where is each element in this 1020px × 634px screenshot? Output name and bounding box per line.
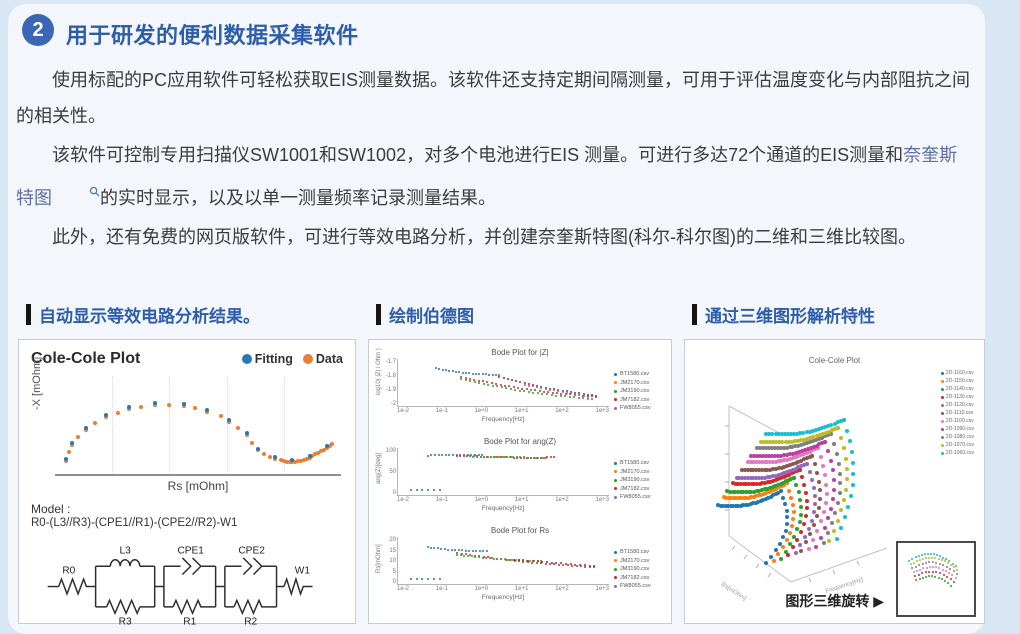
chart-legend: BT1580.csv JM2170.csv JM3190.csv JM7182.csv… — [609, 448, 665, 512]
chart-plot-area: -1.7 -1.8 -1.9 -2 — [386, 359, 609, 407]
bode-chart-ang: Bode Plot for ang(Z) ang(Z)[deg] 100 50 0 … — [375, 437, 665, 526]
section-header-3-label: 通过三维图形解析特性 — [705, 307, 875, 326]
rotated-view-inset[interactable] — [896, 541, 976, 617]
cole-legend: Fitting Data — [241, 352, 343, 366]
model-label: Model : — [31, 502, 71, 516]
chart-legend: BT1580.csv JM2170.csv JM3190.csv JM7182.csv… — [609, 537, 665, 601]
gridline — [112, 376, 114, 474]
cole-cole-card: Cole-Cole Plot Fitting Data -X [mOhm] Rs … — [18, 339, 356, 627]
section-number-badge: 2 — [22, 14, 54, 46]
y-axis-ticks: 100 50 0 — [385, 448, 396, 496]
bode-card: Bode Plot for |Z| log10( |Z| / Ohm ) -1.… — [368, 339, 672, 624]
3d-axes — [725, 405, 888, 583]
content-panel: 2 用于研发的便利数据采集软件 使用标配的PC应用软件可轻松获取EIS测量数据。… — [8, 4, 985, 634]
nyquist-glossary-link[interactable]: 奈奎斯特图 — [16, 145, 958, 208]
header-bar — [376, 304, 381, 325]
rotate-3d-caption: 图形三维旋转 ▶ — [785, 593, 884, 609]
chart-title: Bode Plot for |Z| — [491, 348, 549, 357]
body-text: 使用标配的PC应用软件可轻松获取EIS测量数据。该软件还支持定期间隔测量，可用于… — [16, 62, 974, 258]
paragraph-2-pre: 该软件可控制专用扫描仪SW1001和SW1002，对多个电池进行EIS 测量。可… — [52, 145, 904, 165]
label-w1: W1 — [295, 566, 311, 577]
header-bar — [692, 304, 697, 325]
paragraph-3: 此外，还有免费的网页版软件，可进行等效电路分析，并创建奈奎斯特图(科尔-科尔图)… — [52, 227, 916, 247]
section-header-2-label: 绘制伯德图 — [389, 307, 474, 326]
chart-title: Bode Plot for Rs — [490, 526, 550, 535]
paragraph-1: 使用标配的PC应用软件可轻松获取EIS测量数据。该软件还支持定期间隔测量，可用于… — [16, 70, 971, 126]
paragraph-2-post: 的实时显示，以及以单一测量频率记录测量结果。 — [100, 188, 496, 208]
x-axis-ticks: 1e-2 1e-1 1e+0 1e+1 1e+2 1e+3 — [397, 497, 609, 503]
label-r1: R1 — [183, 616, 196, 627]
header-bar — [26, 304, 31, 325]
cole-ylabel: -X [mOhm] — [31, 356, 43, 410]
chart-ylabel: log10( |Z| / Ohm ) — [376, 348, 382, 395]
label-r0: R0 — [62, 566, 75, 577]
label-r3: R3 — [119, 616, 132, 627]
surface-plot — [707, 378, 892, 577]
x-axis-ticks: 1e-2 1e-1 1e+0 1e+1 1e+2 1e+3 — [397, 408, 609, 414]
section-header-1: 自动显示等效电路分析结果。 — [26, 302, 260, 327]
surface-card: Cole-Cole Plot Rs[mOhm] Frequency[Hz] 2D… — [684, 339, 985, 624]
surface-legend: 2D-1160.csv 2D-1150.csv 2D-1140.csv 2D-1130… — [940, 370, 974, 456]
inset-plot — [901, 546, 971, 612]
label-cpe1: CPE1 — [177, 545, 204, 556]
chart-xlabel: Frequency[Hz] — [481, 505, 525, 512]
bode-chart-rs: Bode Plot for Rs Rs[mOhm] 20 15 10 5 0 1e-2 1… — [375, 526, 665, 615]
surface-plot-title: Cole-Cole Plot — [808, 356, 861, 365]
chart-ylabel: Rs[mOhm] — [376, 544, 382, 573]
chart-ylabel: ang(Z)[deg] — [376, 452, 382, 484]
model-formula: R0-(L3//R3)-(CPE1//R1)-(CPE2//R2)-W1 — [31, 517, 238, 529]
cole-plot — [55, 376, 341, 476]
chart-xlabel: Frequency[Hz] — [481, 416, 525, 423]
chart-xlabel: Frequency[Hz] — [481, 594, 525, 601]
cole-plot-title: Cole-Cole Plot — [31, 350, 141, 367]
equivalent-circuit-diagram: R0 L3 R3 CPE1 R1 CPE2 R2 W1 — [47, 545, 313, 627]
search-icon[interactable] — [53, 173, 100, 209]
section-header-1-label: 自动显示等效电路分析结果。 — [39, 307, 260, 326]
gridline — [169, 376, 171, 474]
y-axis-ticks: -1.7 -1.8 -1.9 -2 — [385, 359, 396, 407]
section-header-2: 绘制伯德图 — [376, 302, 474, 327]
paragraph-2: 该软件可控制专用扫描仪SW1001和SW1002，对多个电池进行EIS 测量。可… — [16, 137, 974, 216]
chart-title: Bode Plot for ang(Z) — [483, 437, 557, 446]
label-cpe2: CPE2 — [238, 545, 265, 556]
gridline — [283, 376, 285, 474]
cole-xlabel: Rs [mOhm] — [167, 479, 229, 493]
x-axis-ticks: 1e-2 1e-1 1e+0 1e+1 1e+2 1e+3 — [397, 586, 609, 592]
section-header-3: 通过三维图形解析特性 — [692, 302, 875, 327]
gridline — [226, 376, 228, 474]
chart-legend: BT1580.csv JM2170.csv JM3190.csv JM7182.csv… — [609, 359, 665, 423]
chart-plot-area: 100 50 0 — [386, 448, 609, 496]
chart-plot-area: 20 15 10 5 0 — [389, 537, 609, 585]
y-axis-ticks: 20 15 10 5 0 — [389, 537, 396, 585]
label-r2: R2 — [244, 616, 257, 627]
page-title: 用于研发的便利数据采集软件 — [66, 23, 359, 48]
bode-chart-z: Bode Plot for |Z| log10( |Z| / Ohm ) -1.… — [375, 348, 665, 437]
label-l3: L3 — [120, 545, 132, 556]
